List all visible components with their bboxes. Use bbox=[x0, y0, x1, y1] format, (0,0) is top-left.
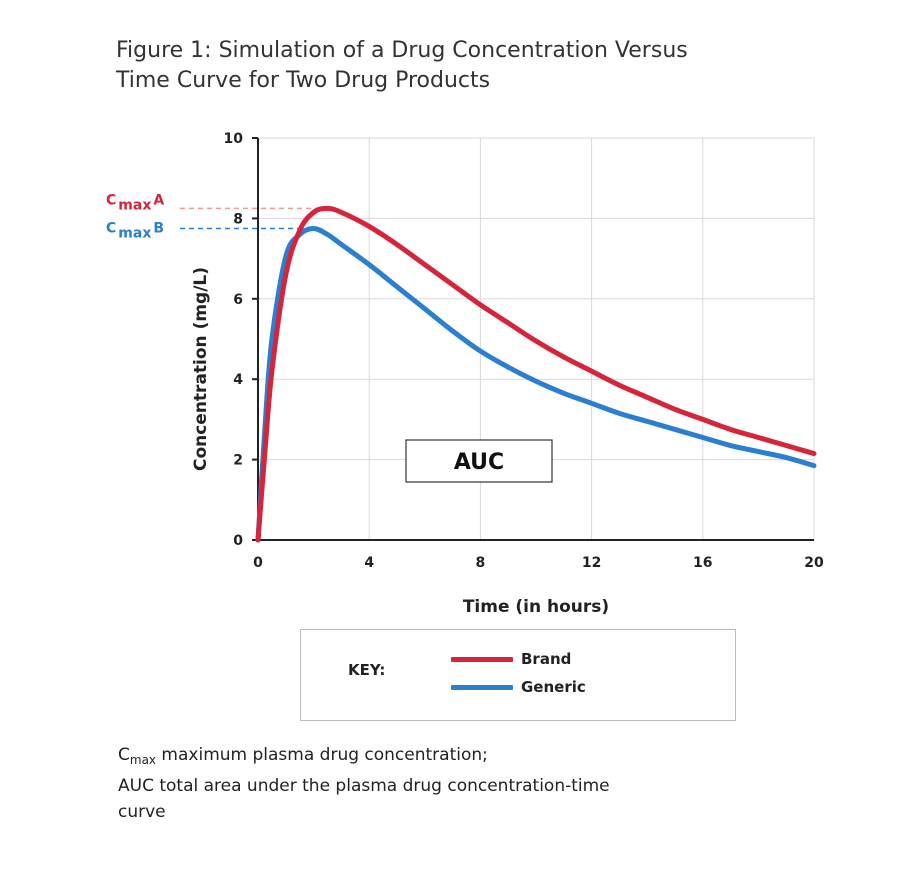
concentration-time-chart: 0 2 4 6 8 10 0 4 8 12 16 20 Time (in hours) Concentra… bbox=[106, 131, 824, 617]
footnote-auc-line-cont: curve bbox=[118, 802, 166, 822]
footnote-cmax-sub: max bbox=[129, 753, 157, 767]
figure-title-line-2: Time Curve for Two Drug Products bbox=[116, 68, 491, 93]
legend-key: KEY: Brand Generic bbox=[300, 629, 736, 721]
y-tick-label: 4 bbox=[233, 372, 243, 388]
key-title: KEY: bbox=[348, 661, 386, 679]
series-line-brand bbox=[255, 205, 817, 543]
footnote: Cmax maximum plasma drug concentration; … bbox=[118, 742, 818, 825]
figure-title: Figure 1: Simulation of a Drug Concentra… bbox=[116, 36, 816, 96]
y-tick-label: 10 bbox=[224, 131, 244, 147]
key-item-brand: Brand bbox=[451, 649, 571, 669]
x-tick-label: 4 bbox=[364, 555, 374, 571]
y-axis-title: Concentration (mg/L) bbox=[191, 267, 211, 471]
key-swatch-brand bbox=[451, 656, 513, 662]
series-line-generic bbox=[255, 225, 817, 543]
y-tick-label: 2 bbox=[233, 453, 243, 469]
key-label-brand: Brand bbox=[521, 650, 572, 668]
x-axis-title: Time (in hours) bbox=[463, 597, 609, 617]
y-tick-label: 8 bbox=[233, 211, 243, 227]
footnote-cmax-text: maximum plasma drug concentration; bbox=[156, 745, 488, 765]
figure-title-line-1: Figure 1: Simulation of a Drug Concentra… bbox=[116, 38, 688, 63]
key-item-generic: Generic bbox=[451, 677, 586, 697]
footnote-cmax-line: Cmax maximum plasma drug concentration; bbox=[118, 742, 818, 773]
footnote-cmax-c: C bbox=[118, 745, 130, 765]
key-label-generic: Generic bbox=[521, 678, 586, 696]
auc-label: AUC bbox=[454, 450, 504, 475]
x-tick-label: 12 bbox=[582, 555, 601, 571]
x-tick-label: 20 bbox=[804, 555, 824, 571]
x-tick-label: 16 bbox=[693, 555, 712, 571]
footnote-auc-line: AUC total area under the plasma drug con… bbox=[118, 776, 610, 796]
auc-box bbox=[405, 439, 553, 483]
x-tick-label: 0 bbox=[253, 555, 263, 571]
y-tick-label: 0 bbox=[233, 533, 243, 549]
y-tick-label: 6 bbox=[233, 292, 243, 308]
key-swatch-generic bbox=[451, 684, 513, 690]
x-tick-label: 8 bbox=[476, 555, 486, 571]
